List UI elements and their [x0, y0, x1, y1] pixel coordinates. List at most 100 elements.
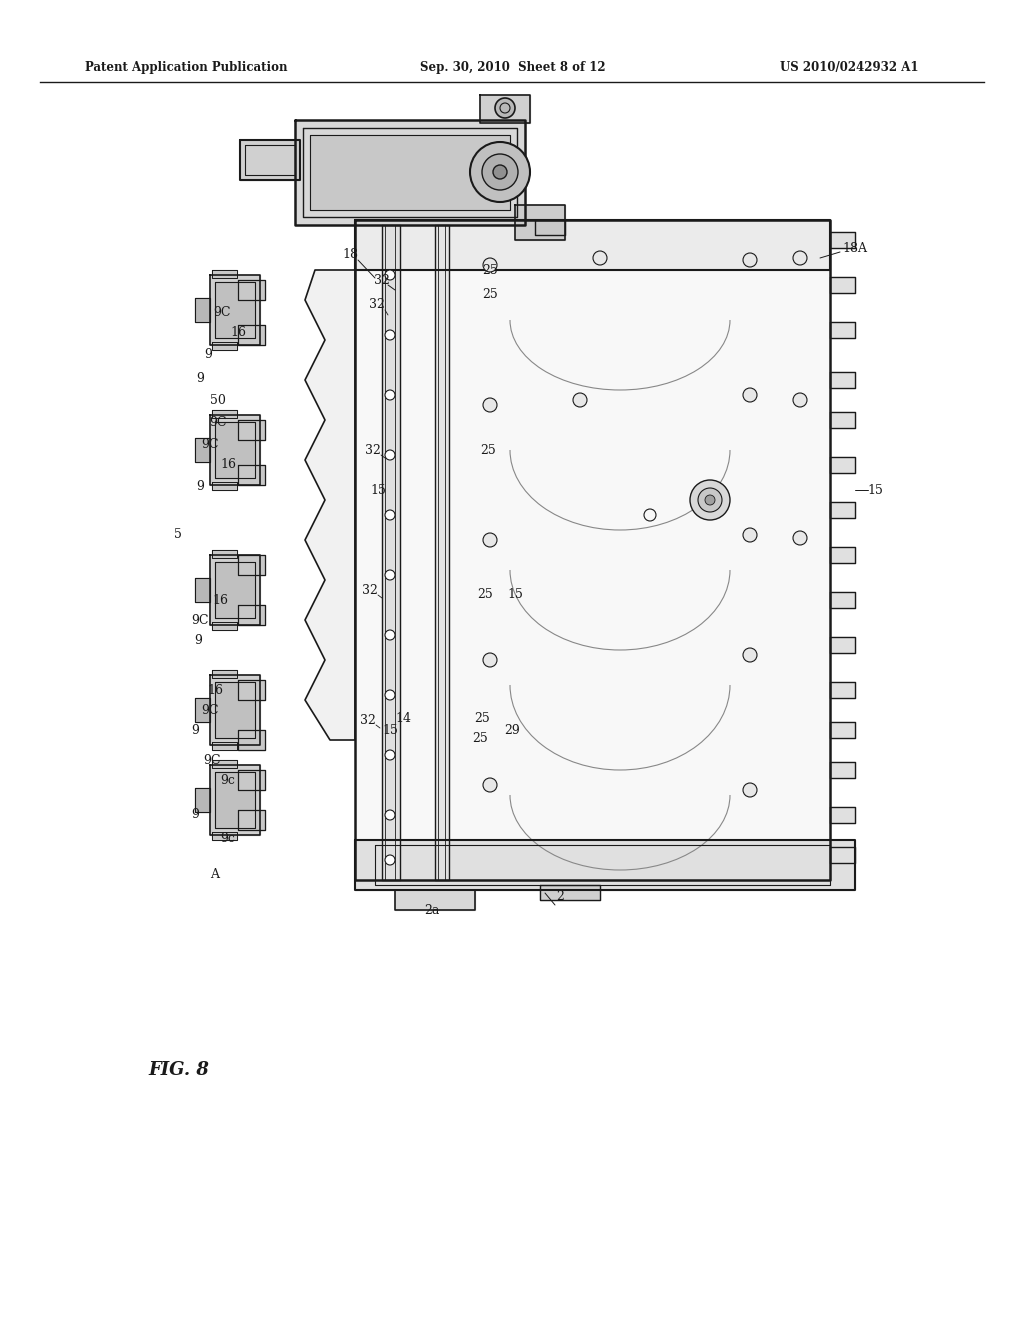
Text: 25: 25	[482, 289, 498, 301]
Polygon shape	[830, 277, 855, 293]
Polygon shape	[295, 120, 525, 224]
Polygon shape	[215, 682, 255, 738]
Polygon shape	[238, 554, 265, 576]
Circle shape	[385, 690, 395, 700]
Circle shape	[385, 750, 395, 760]
Polygon shape	[195, 788, 210, 812]
Polygon shape	[238, 420, 265, 440]
Circle shape	[385, 855, 395, 865]
Text: 15: 15	[507, 589, 523, 602]
Text: FIG. 8: FIG. 8	[148, 1061, 209, 1078]
Text: 15: 15	[382, 723, 398, 737]
Polygon shape	[238, 325, 265, 345]
Polygon shape	[238, 605, 265, 624]
Polygon shape	[310, 135, 510, 210]
Text: Sep. 30, 2010  Sheet 8 of 12: Sep. 30, 2010 Sheet 8 of 12	[420, 62, 605, 74]
Text: 16: 16	[207, 684, 223, 697]
Text: 25: 25	[472, 731, 487, 744]
Text: 9: 9	[191, 723, 199, 737]
Polygon shape	[238, 810, 265, 830]
Text: 9: 9	[196, 479, 204, 492]
Polygon shape	[212, 742, 237, 750]
Circle shape	[483, 399, 497, 412]
Text: 25: 25	[480, 444, 496, 457]
Polygon shape	[355, 840, 855, 890]
Polygon shape	[830, 502, 855, 517]
Text: 15: 15	[867, 483, 883, 496]
Text: 32: 32	[366, 444, 381, 457]
Polygon shape	[830, 682, 855, 698]
Circle shape	[385, 630, 395, 640]
Circle shape	[573, 393, 587, 407]
Polygon shape	[215, 772, 255, 828]
Circle shape	[483, 653, 497, 667]
Polygon shape	[535, 220, 565, 235]
Polygon shape	[830, 807, 855, 822]
Polygon shape	[215, 282, 255, 338]
Polygon shape	[210, 275, 260, 345]
Text: 50: 50	[210, 393, 226, 407]
Circle shape	[385, 570, 395, 579]
Polygon shape	[215, 422, 255, 478]
Circle shape	[743, 648, 757, 663]
Polygon shape	[240, 140, 300, 180]
Polygon shape	[830, 722, 855, 738]
Polygon shape	[215, 562, 255, 618]
Text: 32: 32	[360, 714, 376, 726]
Text: 9C: 9C	[202, 437, 219, 450]
Text: 16: 16	[212, 594, 228, 606]
Polygon shape	[435, 224, 449, 880]
Polygon shape	[830, 762, 855, 777]
Polygon shape	[305, 271, 355, 741]
Polygon shape	[195, 438, 210, 462]
Text: 15: 15	[370, 483, 386, 496]
Circle shape	[385, 389, 395, 400]
Polygon shape	[210, 554, 260, 624]
Text: 9: 9	[195, 634, 202, 647]
Text: 2a: 2a	[424, 903, 439, 916]
Polygon shape	[830, 847, 855, 863]
Text: 16: 16	[230, 326, 246, 338]
Polygon shape	[540, 884, 600, 900]
Circle shape	[385, 271, 395, 280]
Polygon shape	[830, 232, 855, 248]
Polygon shape	[515, 205, 565, 240]
Text: 16: 16	[220, 458, 236, 470]
Polygon shape	[830, 412, 855, 428]
Text: 9: 9	[196, 371, 204, 384]
Circle shape	[483, 533, 497, 546]
Text: 2: 2	[556, 891, 564, 903]
Polygon shape	[238, 465, 265, 484]
Polygon shape	[830, 546, 855, 564]
Polygon shape	[395, 890, 475, 909]
Circle shape	[743, 528, 757, 543]
Polygon shape	[212, 342, 237, 350]
Polygon shape	[212, 622, 237, 630]
Polygon shape	[382, 224, 400, 880]
Text: US 2010/0242932 A1: US 2010/0242932 A1	[780, 62, 919, 74]
Text: 9C: 9C	[213, 305, 230, 318]
Text: 32: 32	[374, 273, 390, 286]
Text: A: A	[211, 869, 219, 882]
Circle shape	[385, 450, 395, 459]
Polygon shape	[195, 298, 210, 322]
Circle shape	[705, 495, 715, 506]
Text: 9: 9	[204, 348, 212, 362]
Polygon shape	[480, 95, 530, 123]
Circle shape	[483, 777, 497, 792]
Polygon shape	[830, 638, 855, 653]
Circle shape	[385, 330, 395, 341]
Circle shape	[385, 810, 395, 820]
Text: 25: 25	[482, 264, 498, 276]
Circle shape	[690, 480, 730, 520]
Text: 9c: 9c	[220, 832, 236, 845]
Text: 9C: 9C	[203, 754, 221, 767]
Circle shape	[482, 154, 518, 190]
Circle shape	[470, 143, 530, 202]
Circle shape	[593, 251, 607, 265]
Text: 9C: 9C	[202, 704, 219, 717]
Polygon shape	[212, 760, 237, 768]
Polygon shape	[212, 550, 237, 558]
Circle shape	[385, 510, 395, 520]
Circle shape	[483, 257, 497, 272]
